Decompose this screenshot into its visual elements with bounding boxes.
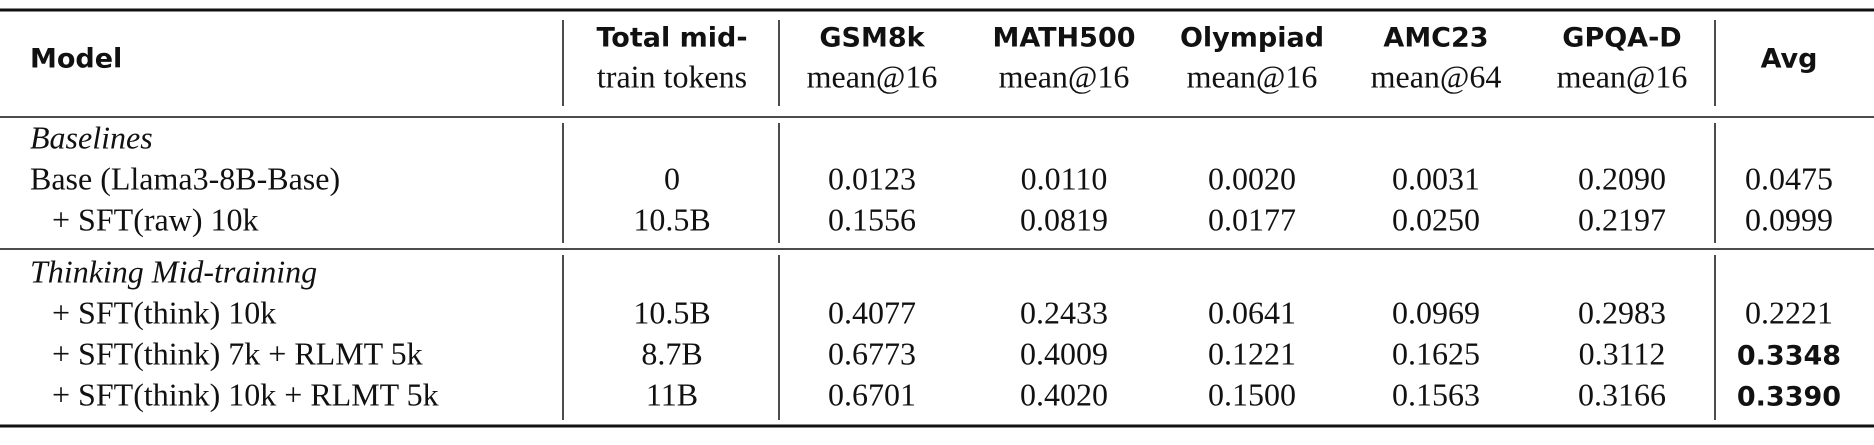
header-cell: mean@16: [807, 58, 938, 94]
cell: 0.0020: [1208, 160, 1296, 196]
cell: 0.0969: [1392, 294, 1480, 330]
cell: 0.4077: [828, 294, 916, 330]
cell: 0.0031: [1392, 160, 1480, 196]
cell: 0.1221: [1208, 335, 1296, 371]
cell: 10.5B: [633, 201, 710, 237]
cell: + SFT(raw) 10k: [52, 201, 258, 237]
cell: 0.0110: [1021, 160, 1108, 196]
cell: 0.3390: [1737, 382, 1841, 413]
cell: 0.6701: [828, 376, 916, 412]
cell: + SFT(think) 7k + RLMT 5k: [52, 335, 423, 371]
header-cell: mean@64: [1371, 58, 1502, 94]
cell: 0.1563: [1392, 376, 1480, 412]
header-cell: AMC23: [1383, 23, 1488, 54]
cell: 0.1500: [1208, 376, 1296, 412]
cell: 0.0999: [1745, 201, 1833, 237]
cell: + SFT(think) 10k: [52, 294, 276, 330]
header-cell: GPQA-D: [1562, 23, 1681, 54]
cell: 0.4009: [1020, 335, 1108, 371]
cell: 0.0177: [1208, 201, 1296, 237]
cell: 0.2197: [1578, 201, 1666, 237]
cell: 10.5B: [633, 294, 710, 330]
section-title: Baselines: [30, 119, 153, 155]
header-cell: train tokens: [597, 58, 747, 94]
cell: 0.2090: [1578, 160, 1666, 196]
cell: 0.2433: [1020, 294, 1108, 330]
header-cell: mean@16: [1557, 58, 1688, 94]
cell: 0.3348: [1737, 341, 1841, 372]
header-cell: Total mid-: [596, 23, 747, 54]
cell: 0: [664, 160, 680, 196]
cell: 0.2221: [1745, 294, 1833, 330]
cell: 0.0475: [1745, 160, 1833, 196]
cell: 11B: [646, 376, 698, 412]
cell: 0.0641: [1208, 294, 1296, 330]
header-cell: Avg: [1761, 44, 1818, 75]
header-cell: Olympiad: [1180, 23, 1324, 54]
cell: 0.1556: [828, 201, 916, 237]
header-cell: mean@16: [1187, 58, 1318, 94]
cell: Base (Llama3-8B-Base): [30, 160, 340, 196]
section-title: Thinking Mid-training: [30, 253, 317, 289]
cell: 0.3166: [1578, 376, 1666, 412]
cell: 0.6773: [828, 335, 916, 371]
header-cell: MATH500: [992, 23, 1135, 54]
cell: 8.7B: [641, 335, 702, 371]
cell: 0.0250: [1392, 201, 1480, 237]
header-cell: mean@16: [999, 58, 1130, 94]
cell: 0.0819: [1020, 201, 1108, 237]
cell: 0.1625: [1392, 335, 1480, 371]
header-cell: Model: [30, 44, 122, 75]
cell: 0.2983: [1578, 294, 1666, 330]
cell: 0.0123: [828, 160, 916, 196]
cell: 0.3112: [1579, 335, 1666, 371]
header-cell: GSM8k: [819, 23, 925, 54]
cell: + SFT(think) 10k + RLMT 5k: [52, 376, 439, 412]
cell: 0.4020: [1020, 376, 1108, 412]
